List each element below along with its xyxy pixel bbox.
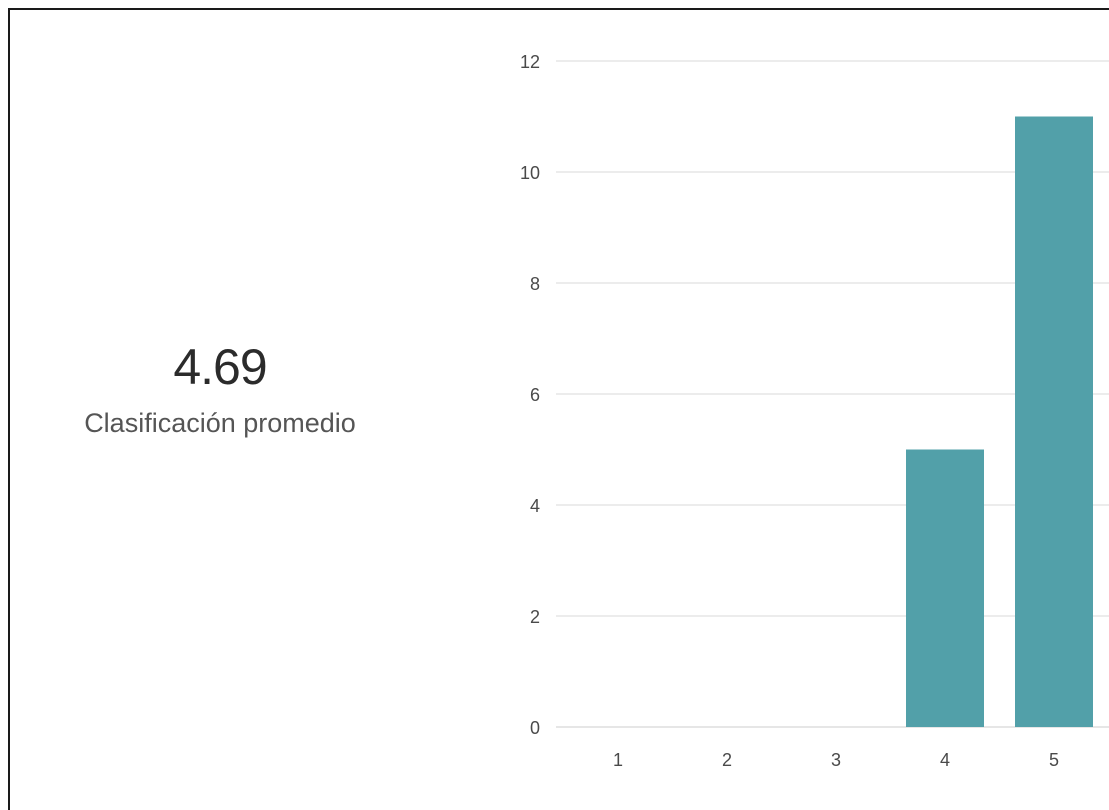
y-tick-label: 10: [520, 163, 540, 183]
bar-layer: [906, 116, 1093, 728]
y-axis-ticks: 0 2 4 6 8 10 12: [520, 52, 540, 738]
y-tick-label: 0: [530, 718, 540, 738]
x-tick-label: 3: [831, 750, 841, 770]
x-tick-label: 5: [1049, 750, 1059, 770]
y-tick-label: 6: [530, 385, 540, 405]
y-tick-label: 8: [530, 274, 540, 294]
y-tick-label: 12: [520, 52, 540, 72]
x-tick-label: 1: [613, 750, 623, 770]
x-axis-ticks: 1 2 3 4 5: [613, 750, 1059, 770]
x-tick-label: 4: [940, 750, 950, 770]
y-tick-label: 2: [530, 607, 540, 627]
x-tick-label: 2: [722, 750, 732, 770]
average-rating-summary: 4.69 Clasificación promedio: [40, 340, 400, 439]
average-rating-value: 4.69: [173, 339, 267, 395]
average-rating-label: Clasificación promedio: [84, 408, 356, 438]
bar-rating-5[interactable]: [1015, 116, 1093, 728]
y-tick-label: 4: [530, 496, 540, 516]
bar-rating-4[interactable]: [906, 449, 984, 728]
